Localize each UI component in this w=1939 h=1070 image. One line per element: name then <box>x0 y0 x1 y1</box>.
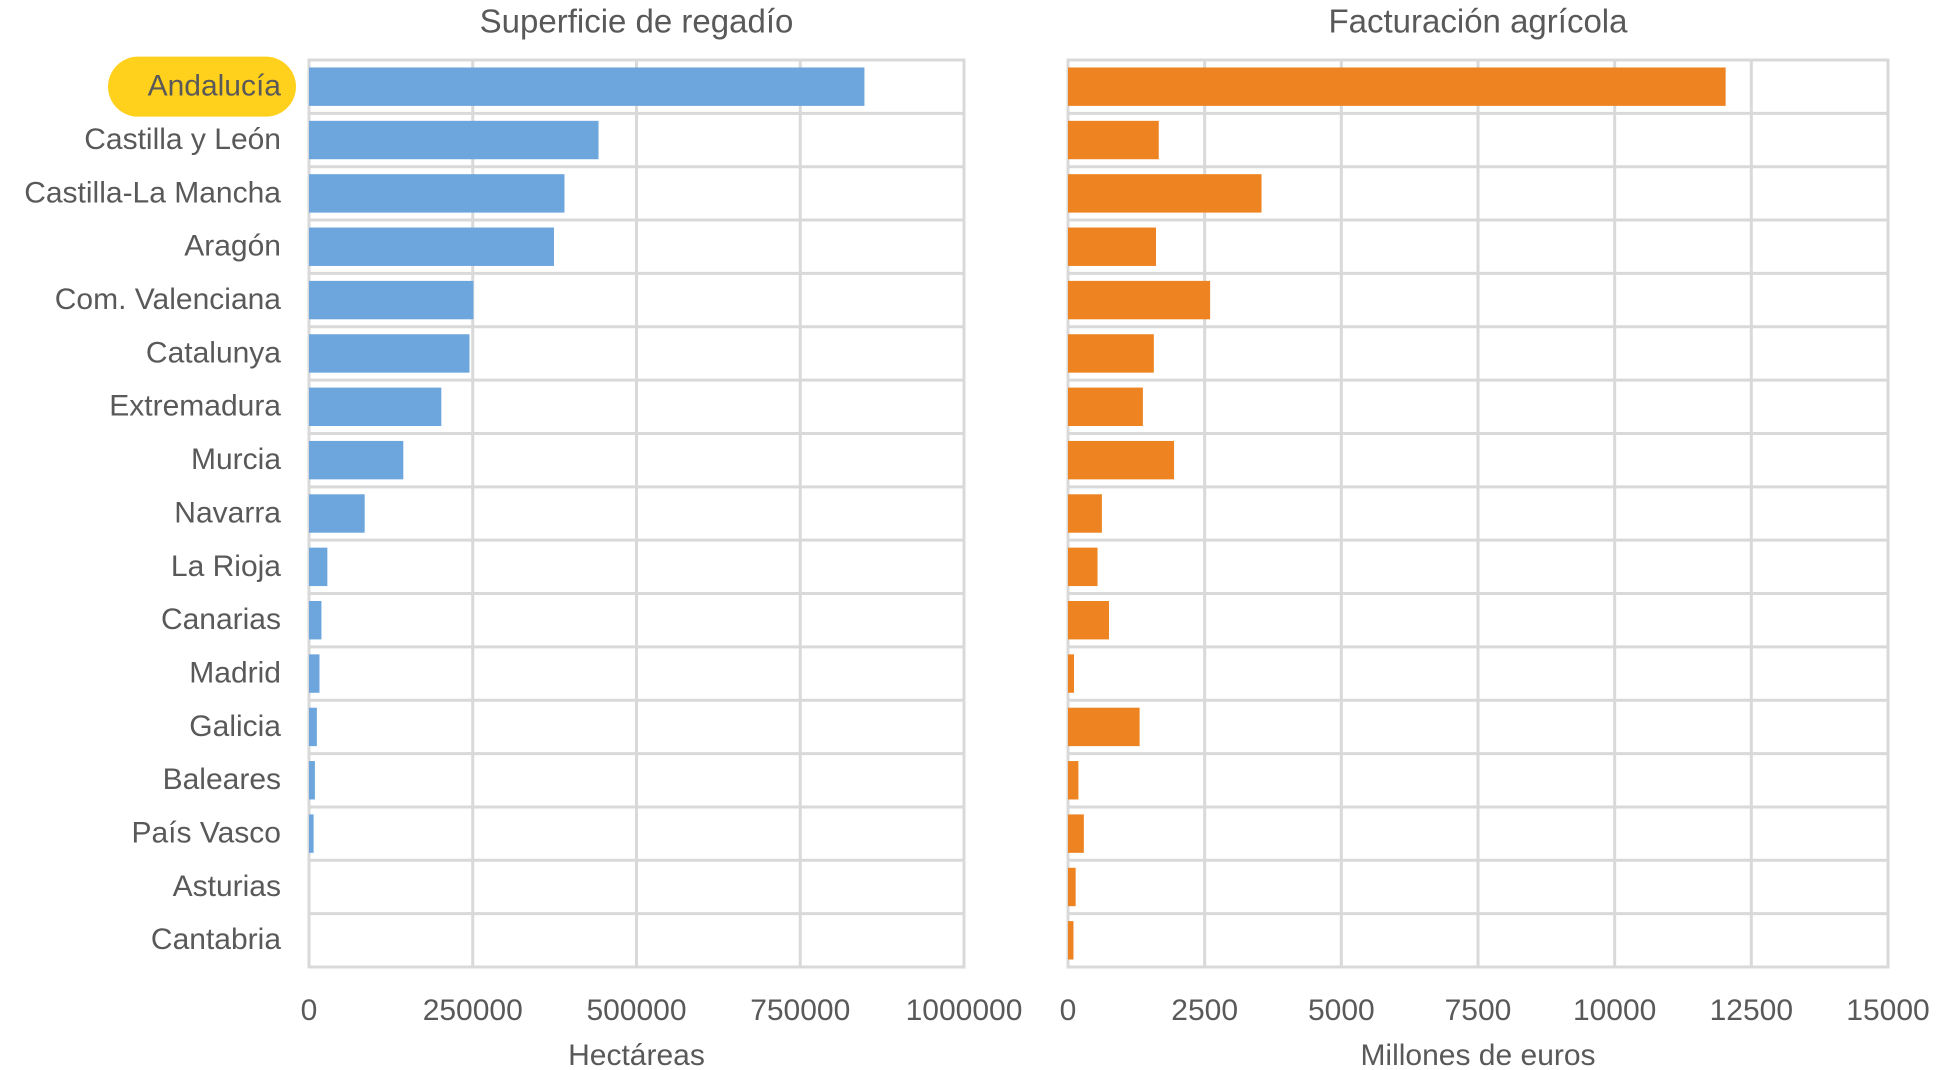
irrigated-bar <box>309 67 865 106</box>
revenue-bar <box>1068 707 1140 747</box>
irrigated-bar <box>309 761 315 800</box>
irrigated-bar <box>309 174 565 213</box>
irrigated-chart-title: Superficie de regadío <box>480 3 794 40</box>
category-label: País Vasco <box>131 817 281 850</box>
irrigated-tick-label: 500000 <box>586 994 686 1027</box>
revenue-bar <box>1068 814 1084 853</box>
category-label: Baleares <box>163 763 281 796</box>
revenue-bar <box>1068 280 1211 320</box>
category-label: Murcia <box>191 443 281 476</box>
irrigated-bar <box>309 227 554 266</box>
irrigated-bar <box>309 120 599 160</box>
category-label: Andalucía <box>148 70 282 103</box>
irrigated-bar <box>309 387 442 427</box>
category-label: Canarias <box>161 603 281 636</box>
category-label: Galicia <box>189 710 281 743</box>
irrigated-axis-title: Hectáreas <box>568 1039 705 1070</box>
revenue-bar <box>1068 494 1102 533</box>
category-label: Asturias <box>173 870 281 903</box>
irrigated-bar <box>309 707 317 747</box>
revenue-tick-label: 0 <box>1060 994 1077 1027</box>
category-label: Cantabria <box>151 923 281 956</box>
category-label: Castilla-La Mancha <box>24 176 281 209</box>
revenue-bar <box>1068 387 1143 427</box>
irrigated-bar <box>309 547 328 587</box>
irrigated-bar <box>309 334 470 373</box>
revenue-tick-label: 2500 <box>1171 994 1238 1027</box>
revenue-bar <box>1068 174 1262 213</box>
revenue-bar <box>1068 600 1109 640</box>
irrigated-bar <box>309 280 474 320</box>
category-label: Madrid <box>189 656 281 689</box>
revenue-tick-label: 10000 <box>1573 994 1656 1027</box>
category-label: Com. Valenciana <box>55 283 282 316</box>
revenue-tick-label: 12500 <box>1710 994 1793 1027</box>
revenue-bar <box>1068 921 1074 960</box>
revenue-bar <box>1068 440 1175 480</box>
andalucia-highlight-pill <box>108 56 296 117</box>
revenue-tick-label: 7500 <box>1445 994 1512 1027</box>
revenue-bar <box>1068 654 1075 693</box>
irrigated-bar <box>309 494 365 533</box>
irrigated-bar <box>309 600 322 640</box>
irrigated-tick-label: 750000 <box>750 994 850 1027</box>
revenue-bar <box>1068 867 1076 907</box>
irrigated-tick-label: 1000000 <box>906 994 1023 1027</box>
revenue-tick-label: 15000 <box>1846 994 1929 1027</box>
revenue-chart-title: Facturación agrícola <box>1329 3 1629 40</box>
category-label: Extremadura <box>109 390 281 423</box>
revenue-tick-label: 5000 <box>1308 994 1375 1027</box>
revenue-bar <box>1068 547 1098 587</box>
category-label: Aragón <box>184 230 281 263</box>
category-label: Catalunya <box>146 336 281 369</box>
revenue-axis-title: Millones de euros <box>1360 1039 1595 1070</box>
revenue-bar <box>1068 227 1157 266</box>
category-label: La Rioja <box>171 550 281 583</box>
irrigated-tick-label: 0 <box>301 994 318 1027</box>
revenue-bar <box>1068 761 1079 800</box>
irrigated-area-chart: Superficie de regadío Andalucía Castilla y… <box>24 3 1022 1070</box>
revenue-bar <box>1068 334 1154 373</box>
category-label: Castilla y León <box>84 123 281 156</box>
irrigated-bar <box>309 654 320 693</box>
irrigated-bar <box>309 814 314 853</box>
revenue-bar <box>1068 120 1159 160</box>
category-label: Navarra <box>174 496 281 529</box>
agricultural-revenue-chart: Facturación agrícola 0 2500 5000 7500 10000 12… <box>1060 3 1930 1070</box>
irrigated-bar <box>309 440 404 480</box>
revenue-bar <box>1068 67 1726 106</box>
irrigated-tick-label: 250000 <box>423 994 523 1027</box>
